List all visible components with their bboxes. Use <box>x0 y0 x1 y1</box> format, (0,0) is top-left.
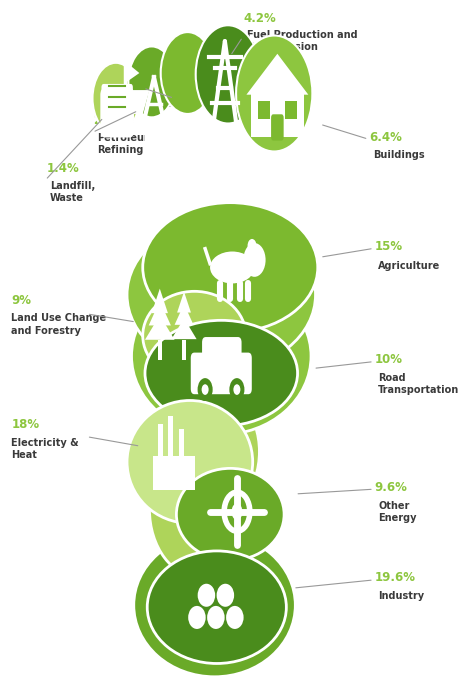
Ellipse shape <box>147 384 259 520</box>
FancyBboxPatch shape <box>100 88 134 138</box>
Ellipse shape <box>226 606 244 629</box>
Text: Agriculture: Agriculture <box>378 260 441 271</box>
Polygon shape <box>125 61 139 84</box>
Text: Other
Energy: Other Energy <box>378 501 417 523</box>
FancyBboxPatch shape <box>145 129 164 151</box>
Ellipse shape <box>176 469 284 560</box>
Ellipse shape <box>145 321 298 426</box>
Text: 18%: 18% <box>11 418 39 431</box>
Text: Landfill,
Waste: Landfill, Waste <box>50 181 95 203</box>
Text: Non-road
Transportation: Non-road Transportation <box>148 87 229 109</box>
Text: 9.6%: 9.6% <box>375 481 408 494</box>
Text: 2.6%: 2.6% <box>93 114 126 127</box>
Ellipse shape <box>149 441 253 578</box>
Polygon shape <box>172 319 197 339</box>
Polygon shape <box>174 304 193 325</box>
Text: Land Use Change
and Forestry: Land Use Change and Forestry <box>11 313 106 336</box>
Circle shape <box>232 503 242 520</box>
Ellipse shape <box>147 551 286 664</box>
FancyBboxPatch shape <box>168 416 173 458</box>
Polygon shape <box>152 288 168 313</box>
Circle shape <box>247 239 256 253</box>
Text: 6.4%: 6.4% <box>369 132 402 145</box>
Circle shape <box>229 378 245 401</box>
Text: Petroleum
Refining: Petroleum Refining <box>97 133 154 155</box>
Ellipse shape <box>134 534 295 677</box>
Ellipse shape <box>217 584 234 607</box>
FancyBboxPatch shape <box>101 84 133 97</box>
Ellipse shape <box>127 220 316 370</box>
Ellipse shape <box>207 606 225 629</box>
Circle shape <box>196 25 260 123</box>
Ellipse shape <box>198 584 215 607</box>
Text: Industry: Industry <box>378 591 424 601</box>
Circle shape <box>161 32 215 114</box>
Text: 9%: 9% <box>11 294 31 307</box>
Circle shape <box>198 378 213 401</box>
Ellipse shape <box>210 251 255 284</box>
FancyBboxPatch shape <box>251 94 304 137</box>
Text: 4.2%: 4.2% <box>244 12 276 25</box>
Circle shape <box>92 63 139 134</box>
Ellipse shape <box>143 291 246 380</box>
Circle shape <box>201 384 209 395</box>
Text: 1.4%: 1.4% <box>46 162 79 175</box>
Ellipse shape <box>188 606 206 629</box>
Text: Road
Transportation: Road Transportation <box>378 373 460 395</box>
FancyBboxPatch shape <box>191 353 252 394</box>
Ellipse shape <box>127 401 253 523</box>
FancyBboxPatch shape <box>179 429 184 458</box>
Polygon shape <box>246 53 308 95</box>
FancyBboxPatch shape <box>285 101 297 119</box>
FancyBboxPatch shape <box>202 337 242 369</box>
FancyBboxPatch shape <box>258 101 270 119</box>
Text: 15%: 15% <box>375 240 403 253</box>
Ellipse shape <box>143 203 318 332</box>
Text: Fuel Production and
Transmission: Fuel Production and Transmission <box>247 30 358 53</box>
Circle shape <box>236 36 312 151</box>
Circle shape <box>128 47 175 117</box>
Polygon shape <box>145 315 174 340</box>
FancyBboxPatch shape <box>158 423 163 458</box>
FancyBboxPatch shape <box>182 340 186 360</box>
Polygon shape <box>149 301 171 325</box>
Text: Electricity &
Heat: Electricity & Heat <box>11 438 79 460</box>
Polygon shape <box>105 90 149 114</box>
Polygon shape <box>177 292 191 312</box>
Circle shape <box>233 384 240 395</box>
FancyBboxPatch shape <box>271 114 283 140</box>
Text: 10%: 10% <box>375 353 403 366</box>
Ellipse shape <box>131 277 311 434</box>
FancyBboxPatch shape <box>153 456 195 490</box>
Text: Buildings: Buildings <box>373 150 425 160</box>
FancyBboxPatch shape <box>158 340 162 360</box>
Circle shape <box>243 243 265 277</box>
Text: 19.6%: 19.6% <box>375 571 416 584</box>
Text: 4%: 4% <box>144 68 164 82</box>
